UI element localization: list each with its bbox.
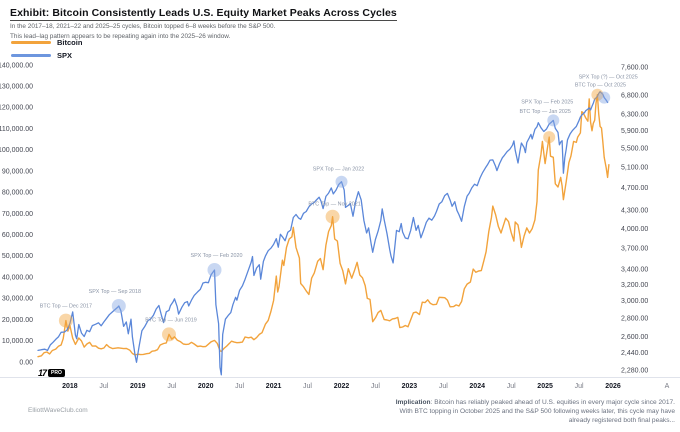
implication-line-2: With BTC topping in October 2025 and the… bbox=[399, 408, 676, 415]
right-axis-tick: 7,600.00 bbox=[621, 64, 648, 71]
x-axis-tick: 2024 bbox=[469, 383, 485, 390]
x-axis-tick: 2021 bbox=[266, 383, 282, 390]
spx-peak-marker bbox=[207, 263, 222, 277]
btc-peak-marker bbox=[591, 88, 604, 101]
peak-annotation: SPX Top — Feb 2020 bbox=[190, 253, 242, 259]
header: Exhibit: Bitcoin Consistently Leads U.S.… bbox=[10, 3, 397, 41]
left-axis-tick: 50,000.00 bbox=[2, 253, 33, 260]
peak-annotation: SPX Top (?) — Oct 2025 bbox=[579, 75, 638, 81]
x-axis-tick: Jul bbox=[303, 383, 312, 390]
x-axis-tick: 2023 bbox=[402, 383, 418, 390]
tradingview-mark-icon: 17 bbox=[38, 368, 47, 378]
implication-line-1-text: : Bitcoin has reliably peaked ahead of U… bbox=[430, 399, 675, 406]
implication-line-3: already registered both final peaks... bbox=[568, 417, 675, 424]
x-axis-tick: Jul bbox=[439, 383, 448, 390]
peak-annotation: BTC Top — Dec 2017 bbox=[40, 304, 92, 310]
peak-annotation: BTC Top — Nov 2021 bbox=[308, 202, 360, 208]
left-axis-tick: 40,000.00 bbox=[2, 274, 33, 281]
peak-annotation: SPX Top — Jan 2022 bbox=[313, 167, 364, 173]
spx-peak-marker bbox=[547, 114, 560, 127]
x-axis-tick: 2020 bbox=[198, 383, 214, 390]
left-axis-tick: 20,000.00 bbox=[2, 317, 33, 324]
right-axis-tick: 3,400.00 bbox=[621, 267, 648, 274]
subtitle-line-2: This lead–lag pattern appears to be repe… bbox=[10, 33, 231, 40]
right-axis-tick: 4,300.00 bbox=[621, 208, 648, 215]
implication-note: Implication: Bitcoin has reliably peaked… bbox=[396, 398, 675, 425]
left-axis-tick: 140,000.00 bbox=[0, 62, 33, 69]
left-axis-tick: 30,000.00 bbox=[2, 296, 33, 303]
bitcoin-line bbox=[37, 93, 610, 358]
x-axis-tick: Jul bbox=[507, 383, 516, 390]
right-axis-tick: 3,700.00 bbox=[621, 246, 648, 253]
x-axis-tick: 2026 bbox=[605, 383, 621, 390]
x-axis-tick: Jul bbox=[167, 383, 176, 390]
right-axis-tick: 3,000.00 bbox=[621, 298, 648, 305]
left-axis-tick: 110,000.00 bbox=[0, 126, 33, 133]
left-axis-tick: 120,000.00 bbox=[0, 105, 33, 112]
peak-annotation: BTC Top — Jan 2025 bbox=[519, 109, 570, 115]
subtitle-line-1: In the 2017–18, 2021–22 and 2025–25 cycl… bbox=[10, 23, 276, 30]
x-axis-tick: Jul bbox=[575, 383, 584, 390]
peak-annotation: BTC Top — Jun 2019 bbox=[145, 317, 196, 323]
btc-peak-marker bbox=[58, 313, 73, 328]
left-axis-tick: 80,000.00 bbox=[2, 190, 33, 197]
spx-peak-marker bbox=[335, 175, 348, 188]
x-axis-tick: 2018 bbox=[62, 383, 78, 390]
tradingview-pro-badge: PRO bbox=[48, 369, 65, 377]
left-axis-tick: 130,000.00 bbox=[0, 84, 33, 91]
btc-peak-marker bbox=[162, 327, 176, 342]
left-axis-tick: 10,000.00 bbox=[2, 338, 33, 345]
legend-item-spx: SPX bbox=[11, 51, 82, 60]
left-axis-tick: 100,000.00 bbox=[0, 147, 33, 154]
right-axis-tick: 2,280.00 bbox=[621, 367, 648, 374]
x-axis-tick: Jul bbox=[371, 383, 380, 390]
btc-peak-marker bbox=[543, 131, 556, 144]
left-axis-tick: 60,000.00 bbox=[2, 232, 33, 239]
left-axis-tick: 0.00 bbox=[19, 359, 33, 366]
x-axis-tick: 2022 bbox=[334, 383, 350, 390]
right-axis-tick: 6,300.00 bbox=[621, 112, 648, 119]
left-axis-tick: 90,000.00 bbox=[2, 168, 33, 175]
spx-line bbox=[37, 91, 609, 376]
right-axis-tick: 2,800.00 bbox=[621, 316, 648, 323]
peak-annotation: SPX Top — Feb 2025 bbox=[521, 99, 573, 105]
implication-line-1: Implication: Bitcoin has reliably peaked… bbox=[396, 398, 675, 407]
x-axis-tick: 2025 bbox=[537, 383, 553, 390]
peak-annotation: SPX Top — Sep 2018 bbox=[89, 289, 141, 295]
right-axis-tick: 3,200.00 bbox=[621, 282, 648, 289]
spx-peak-marker bbox=[111, 299, 126, 313]
x-axis-tick: Jul bbox=[235, 383, 244, 390]
spx-line-swatch bbox=[11, 54, 51, 57]
right-axis-tick: 5,900.00 bbox=[621, 128, 648, 135]
axis-auto-icon[interactable]: A bbox=[665, 383, 670, 390]
legend-label-spx: SPX bbox=[57, 51, 73, 60]
legend: Bitcoin SPX bbox=[11, 38, 82, 60]
x-axis-tick: Jul bbox=[99, 383, 108, 390]
implication-label: Implication bbox=[395, 399, 431, 406]
right-axis-tick: 2,600.00 bbox=[621, 334, 648, 341]
page-title: Exhibit: Bitcoin Consistently Leads U.S.… bbox=[10, 7, 397, 21]
x-axis-tick: 2019 bbox=[130, 383, 146, 390]
right-axis-tick: 5,500.00 bbox=[621, 146, 648, 153]
btc-peak-marker bbox=[325, 209, 340, 224]
left-axis-tick: 70,000.00 bbox=[2, 211, 33, 218]
bitcoin-line-swatch bbox=[11, 41, 51, 44]
spx-peak-marker bbox=[598, 91, 611, 104]
right-axis-tick: 6,800.00 bbox=[621, 92, 648, 99]
peak-annotation: BTC Top — Oct 2025 bbox=[575, 83, 626, 89]
right-axis-tick: 5,100.00 bbox=[621, 165, 648, 172]
right-axis-tick: 2,440.00 bbox=[621, 350, 648, 357]
tradingview-logo[interactable]: 17 PRO bbox=[38, 368, 65, 378]
legend-item-bitcoin: Bitcoin bbox=[11, 38, 82, 47]
source-watermark: ElliottWaveClub.com bbox=[28, 407, 88, 414]
right-axis-tick: 4,000.00 bbox=[621, 226, 648, 233]
legend-label-bitcoin: Bitcoin bbox=[57, 38, 83, 47]
right-axis-tick: 4,700.00 bbox=[621, 185, 648, 192]
